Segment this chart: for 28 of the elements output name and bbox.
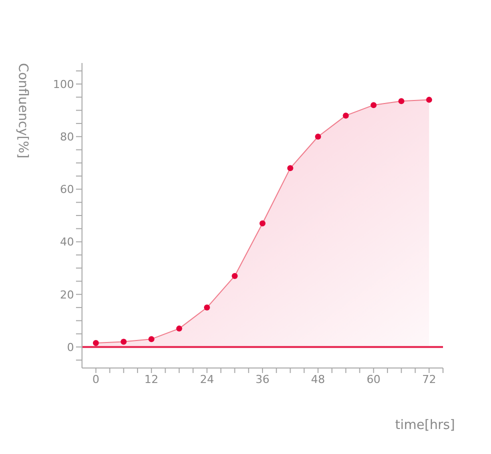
point — [426, 96, 432, 103]
x-tick-label: 60 — [366, 372, 381, 386]
point — [287, 165, 294, 172]
point — [92, 340, 99, 346]
x-tick-label: 72 — [422, 372, 436, 386]
y-tick-label: 0 — [67, 340, 74, 354]
point — [176, 326, 182, 332]
y-tick-label: 20 — [60, 288, 74, 302]
x-tick-label: 12 — [144, 372, 158, 386]
x-tick-label: 36 — [256, 372, 270, 386]
point — [370, 102, 377, 108]
point — [315, 134, 322, 140]
point — [204, 304, 210, 311]
y-axis-title: Confluency[%] — [15, 63, 30, 158]
point — [260, 220, 266, 226]
y-tick-label: 80 — [60, 130, 74, 144]
x-tick-label: 48 — [311, 372, 326, 386]
point — [232, 272, 238, 279]
x-axis-title: time[hrs] — [395, 418, 455, 433]
point — [148, 336, 154, 342]
y-tick-label: 60 — [60, 183, 74, 196]
point — [120, 338, 127, 345]
y-tick-label: 40 — [60, 236, 74, 249]
x-tick-label: 0 — [92, 372, 100, 386]
point — [398, 98, 404, 104]
point — [342, 112, 349, 119]
y-tick-label: 100 — [53, 78, 74, 91]
x-tick-label: 24 — [200, 372, 214, 386]
